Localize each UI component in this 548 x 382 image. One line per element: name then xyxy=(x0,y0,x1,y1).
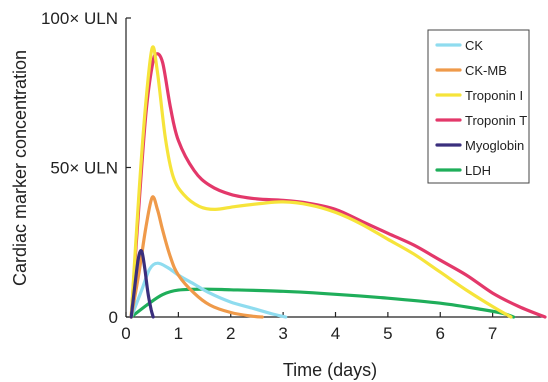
legend-label-troponin-i: Troponin I xyxy=(465,88,523,103)
x-axis-label: Time (days) xyxy=(283,360,377,380)
series-line-troponin-t xyxy=(129,52,547,319)
y-tick-label: 50× ULN xyxy=(50,159,118,178)
legend: CK CK-MB Troponin I Troponin T Myoglobin LDH xyxy=(427,29,530,184)
series-line-ck xyxy=(129,261,288,319)
y-axis-label: Cardiac marker concentration xyxy=(10,50,30,286)
x-tick-label: 4 xyxy=(331,324,340,343)
axis-ticks: 0 1 2 3 4 5 6 7 0 50× ULN 100× ULN xyxy=(41,9,497,343)
y-tick-label: 0 xyxy=(109,308,118,327)
legend-label-myoglobin: Myoglobin xyxy=(465,138,524,153)
series-line-troponin-i xyxy=(129,45,513,319)
x-tick-label: 5 xyxy=(383,324,392,343)
legend-label-ldh: LDH xyxy=(465,163,491,178)
x-tick-label: 1 xyxy=(174,324,183,343)
plot-area xyxy=(129,45,547,319)
x-tick-label: 7 xyxy=(488,324,497,343)
legend-label-troponin-t: Troponin T xyxy=(465,113,527,128)
x-tick-label: 2 xyxy=(226,324,235,343)
legend-box xyxy=(427,29,530,184)
x-tick-label: 3 xyxy=(278,324,287,343)
y-tick-label: 100× ULN xyxy=(41,9,118,28)
x-tick-label: 0 xyxy=(121,324,130,343)
x-tick-label: 6 xyxy=(436,324,445,343)
legend-label-ck: CK xyxy=(465,38,483,53)
series-line-myoglobin xyxy=(129,248,155,319)
y-axis-title: Cardiac marker concentration xyxy=(10,50,30,286)
series-line-ck-mb xyxy=(129,195,264,319)
legend-label-ck-mb: CK-MB xyxy=(465,63,507,78)
series-line-ldh xyxy=(129,287,516,319)
